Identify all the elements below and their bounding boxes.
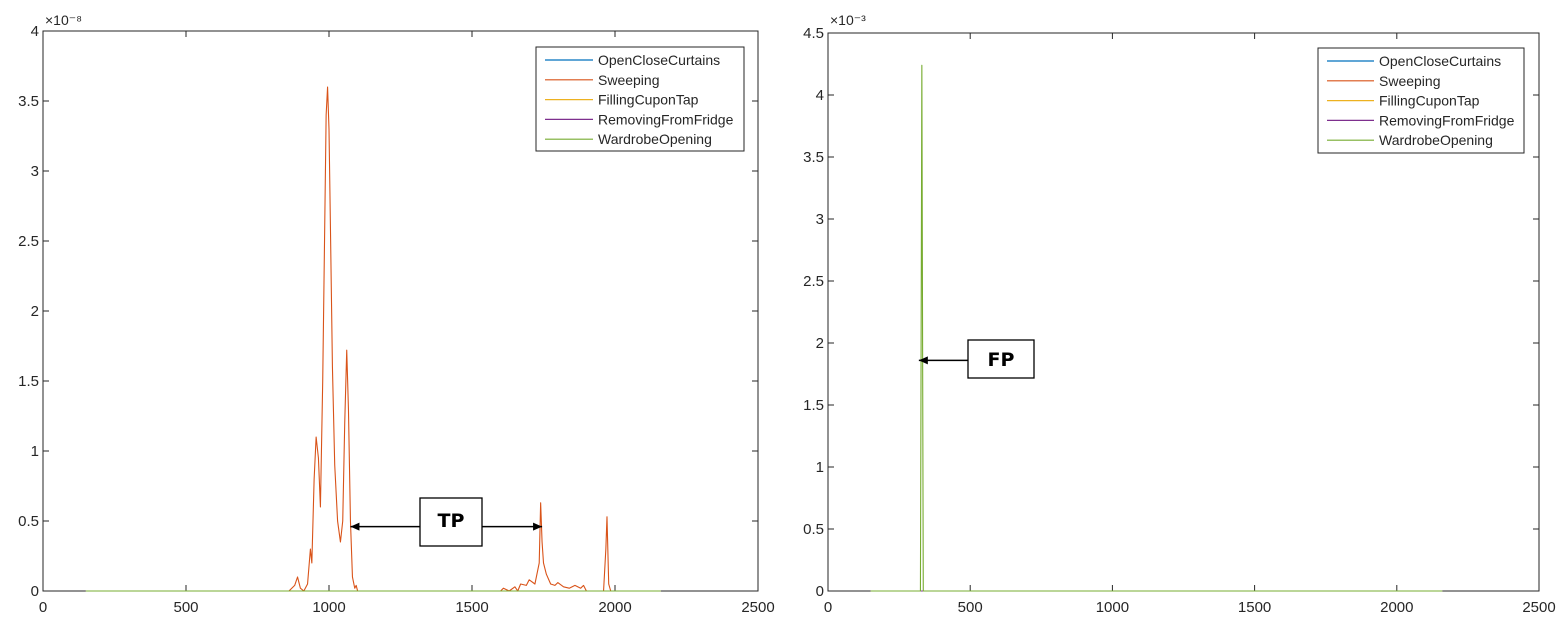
right-legend-label: OpenCloseCurtains [1379,53,1501,69]
left-y-tick-label: 2 [31,303,39,320]
right-legend-label: FillingCuponTap [1379,93,1480,109]
right-y-tick-label: 3 [816,211,824,228]
left-series-sweeping [85,86,661,592]
left-x-tick-label: 0 [39,599,47,616]
left-x-tick-label: 2000 [598,599,631,616]
tp-label: TP [438,510,465,532]
left-legend-label: FillingCuponTap [598,92,699,108]
right-y-tick-label: 3.5 [803,149,824,166]
right-legend: OpenCloseCurtains Sweeping FillingCuponTap… [1317,47,1525,154]
left-legend: OpenCloseCurtains Sweeping FillingCuponTap… [535,46,745,152]
tp-annotation: TP [350,497,543,547]
right-x-tick-label: 0 [824,599,832,616]
left-y-tick-label: 3.5 [18,93,39,110]
left-legend-label: RemovingFromFridge [598,111,734,127]
left-legend-label: OpenCloseCurtains [598,52,720,68]
fp-annotation: FP [918,339,1035,379]
left-x-tick-label: 1500 [455,599,488,616]
right-y-tick-label: 0.5 [803,521,824,538]
left-y-tick-label: 4 [31,23,39,40]
right-x-tick-label: 1500 [1238,599,1271,616]
right-x-tick-label: 1000 [1096,599,1129,616]
left-y-exponent: ×10⁻⁸ [45,12,82,28]
left-y-tick-label: 1 [31,443,39,460]
right-legend-label: Sweeping [1379,73,1441,89]
left-x-tick-label: 1000 [312,599,345,616]
right-chart: ×10⁻³ 0 500 1000 1500 2000 2500 0 0.5 1 1.5 2 2.5 3 3… [803,12,1556,616]
right-y-tick-label: 4 [816,87,824,104]
left-x-tick-label: 2500 [741,599,774,616]
left-series [85,86,661,592]
fp-label: FP [988,349,1015,371]
left-x-tick-label: 500 [173,599,198,616]
left-y-tick-label: 3 [31,163,39,180]
left-legend-label: WardrobeOpening [598,131,712,147]
left-y-tick-label: 1.5 [18,373,39,390]
right-y-tick-label: 1.5 [803,397,824,414]
right-ticks: 0 500 1000 1500 2000 2500 0 0.5 1 1.5 2 2.5 3 3.5 4 4.5 [803,25,1556,616]
right-y-tick-label: 4.5 [803,25,824,42]
left-chart: ×10⁻⁸ 0 500 1000 1500 2000 2500 0 0.5 1 1.5 2 2.5 3 3… [18,12,775,616]
left-y-tick-label: 0.5 [18,513,39,530]
fp-box [967,339,1035,379]
right-x-tick-label: 500 [958,599,983,616]
right-legend-label: RemovingFromFridge [1379,112,1515,128]
right-legend-label: WardrobeOpening [1379,132,1493,148]
left-y-tick-label: 2.5 [18,233,39,250]
right-y-tick-label: 2 [816,335,824,352]
right-y-exponent: ×10⁻³ [830,12,866,28]
left-y-tick-label: 0 [31,583,39,600]
right-x-tick-label: 2000 [1380,599,1413,616]
left-legend-label: Sweeping [598,72,660,88]
right-y-tick-label: 1 [816,459,824,476]
right-series [870,64,1443,592]
right-y-tick-label: 2.5 [803,273,824,290]
left-ticks: 0 500 1000 1500 2000 2500 0 0.5 1 1.5 2 2.5 3 3.5 4 [18,23,775,616]
tp-box [419,497,483,547]
right-x-tick-label: 2500 [1522,599,1555,616]
right-series-wardrobeopening [870,64,1443,592]
right-y-tick-label: 0 [816,583,824,600]
